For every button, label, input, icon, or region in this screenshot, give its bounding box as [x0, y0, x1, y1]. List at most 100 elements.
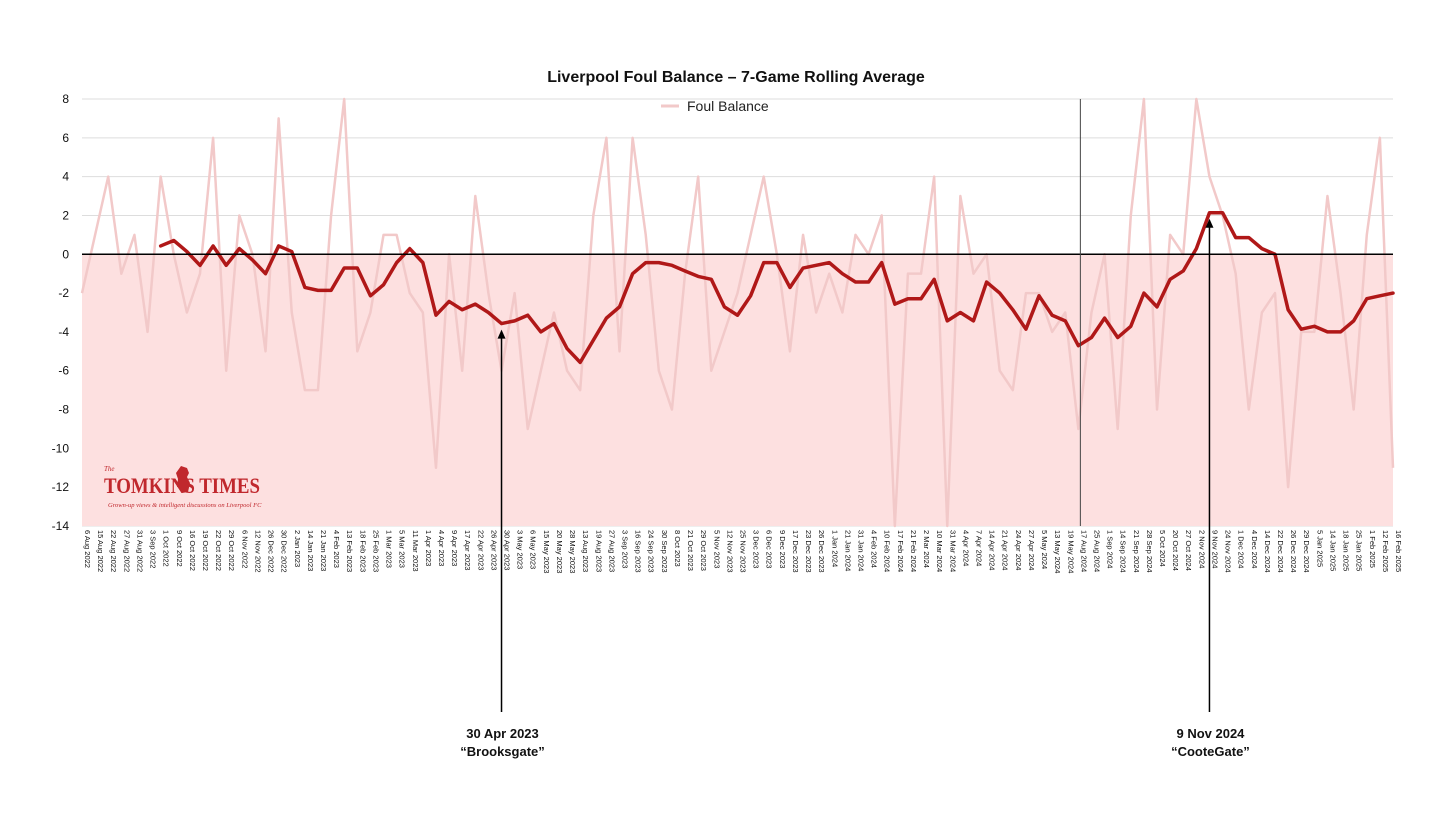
x-tick-label: 1 Jan 2024	[830, 530, 839, 567]
x-tick-label: 4 Feb 2023	[332, 530, 341, 568]
x-tick-label: 3 Sep 2023	[621, 530, 630, 568]
x-tick-label: 22 Oct 2022	[214, 530, 223, 571]
x-tick-label: 10 Mar 2024	[935, 530, 944, 572]
x-tick-label: 1 Mar 2023	[385, 530, 394, 568]
x-tick-label: 14 Jan 2023	[306, 530, 315, 571]
x-tick-label: 5 Nov 2023	[712, 530, 721, 568]
x-tick-label: 2 Nov 2024	[1197, 530, 1206, 568]
x-tick-label: 12 Nov 2022	[253, 530, 262, 573]
x-tick-label: 1 Sep 2024	[1106, 530, 1115, 568]
x-tick-label: 28 Sep 2024	[1145, 530, 1154, 573]
x-tick-label: 14 Dec 2024	[1263, 530, 1272, 573]
y-tick-labels: 8 6 4 2 0 -2 -4 -6 -8 -10 -12 -14	[52, 92, 70, 533]
chart-title: Liverpool Foul Balance – 7-Game Rolling …	[547, 69, 925, 86]
x-tick-label: 25 Jan 2025	[1355, 530, 1364, 571]
x-tick-label: 19 May 2024	[1066, 530, 1075, 573]
x-tick-label: 19 Aug 2023	[594, 530, 603, 572]
x-tick-label: 21 Oct 2023	[686, 530, 695, 571]
x-tick-label: 27 Oct 2024	[1184, 530, 1193, 571]
negative-area-fill	[82, 254, 1393, 527]
x-tick-label: 6 Aug 2022	[83, 530, 92, 568]
x-tick-label: 2 Jan 2023	[293, 530, 302, 567]
x-tick-label: 16 Feb 2025	[1394, 530, 1403, 572]
x-tick-label: 15 May 2023	[542, 530, 551, 573]
y-tick-label: 2	[62, 208, 69, 222]
liverbird-icon	[176, 466, 190, 493]
y-tick-label: 0	[62, 247, 69, 261]
x-tick-label: 5 Oct 2024	[1158, 530, 1167, 567]
x-tick-label: 30 Apr 2023	[503, 530, 512, 570]
x-tick-label: 24 Sep 2023	[647, 530, 656, 573]
x-tick-labels: 6 Aug 2022 15 Aug 2022 22 Aug 2022 27 Aug 2…	[83, 530, 1403, 573]
annotations: 30 Apr 2023 “Brooksgate” 9 Nov 2024 “CooteG…	[460, 218, 1250, 759]
x-tick-label: 22 Dec 2024	[1276, 530, 1285, 573]
x-tick-label: 24 Nov 2024	[1224, 530, 1233, 573]
annotation-arrow-head	[497, 329, 506, 339]
x-tick-label: 14 Sep 2024	[1119, 530, 1128, 573]
x-tick-label: 6 May 2023	[529, 530, 538, 569]
x-tick-label: 17 Dec 2023	[791, 530, 800, 573]
annotation-date-label: 30 Apr 2023	[466, 726, 539, 741]
x-tick-label: 12 Feb 2025	[1381, 530, 1390, 572]
y-tick-label: -14	[52, 519, 70, 533]
logo: The TOMKINS TIMES Grown-up views & intel…	[104, 465, 262, 509]
x-tick-label: 23 Dec 2023	[804, 530, 813, 573]
x-tick-label: 4 Apr 2023	[437, 530, 446, 566]
x-tick-label: 18 Jan 2025	[1342, 530, 1351, 571]
x-tick-label: 5 Mar 2023	[398, 530, 407, 568]
axes	[82, 99, 1393, 526]
x-tick-label: 12 Nov 2023	[725, 530, 734, 573]
x-tick-label: 7 Apr 2024	[974, 530, 983, 566]
x-tick-label: 31 Jan 2024	[856, 530, 865, 571]
y-tick-label: 6	[62, 131, 69, 145]
x-tick-label: 27 Aug 2022	[122, 530, 131, 572]
x-tick-label: 26 Dec 2022	[267, 530, 276, 573]
x-tick-label: 21 Jan 2023	[319, 530, 328, 571]
y-tick-label: 4	[62, 170, 69, 184]
x-tick-label: 9 Oct 2022	[175, 530, 184, 567]
x-tick-label: 13 Feb 2023	[345, 530, 354, 572]
x-tick-label: 1 Apr 2023	[424, 530, 433, 566]
x-tick-label: 29 Dec 2024	[1302, 530, 1311, 573]
x-tick-label: 21 Sep 2024	[1132, 530, 1141, 573]
x-tick-label: 20 May 2023	[555, 530, 564, 573]
x-tick-label: 31 Aug 2022	[135, 530, 144, 572]
x-tick-label: 3 Dec 2023	[752, 530, 761, 568]
y-tick-label: -10	[52, 441, 70, 455]
x-tick-label: 29 Oct 2022	[227, 530, 236, 571]
y-tick-label: -2	[58, 286, 69, 300]
x-tick-label: 17 Feb 2024	[896, 530, 905, 572]
y-tick-label: -4	[58, 325, 69, 339]
x-tick-label: 18 Feb 2023	[358, 530, 367, 572]
logo-the: The	[104, 465, 115, 473]
x-tick-label: 27 Aug 2023	[607, 530, 616, 572]
x-tick-label: 11 Mar 2023	[411, 530, 420, 572]
x-tick-label: 25 Feb 2023	[371, 530, 380, 572]
annotation-date-label: 9 Nov 2024	[1176, 726, 1245, 741]
x-tick-label: 4 Dec 2024	[1250, 530, 1259, 568]
x-tick-label: 10 Feb 2024	[883, 530, 892, 572]
x-tick-label: 21 Apr 2024	[1001, 530, 1010, 570]
x-tick-label: 30 Sep 2023	[660, 530, 669, 573]
x-tick-label: 17 Aug 2024	[1079, 530, 1088, 572]
y-tick-label: 8	[62, 92, 69, 106]
x-tick-label: 4 Feb 2024	[870, 530, 879, 568]
x-tick-label: 20 Oct 2024	[1171, 530, 1180, 571]
x-tick-label: 2 Mar 2024	[922, 530, 931, 568]
x-tick-label: 9 Nov 2024	[1210, 530, 1219, 568]
x-tick-label: 22 Apr 2023	[476, 530, 485, 570]
x-tick-label: 8 Oct 2023	[673, 530, 682, 567]
x-tick-label: 14 Apr 2024	[988, 530, 997, 570]
x-tick-label: 29 Oct 2023	[699, 530, 708, 571]
x-tick-label: 1 Dec 2024	[1237, 530, 1246, 568]
x-tick-label: 26 Dec 2024	[1289, 530, 1298, 573]
series-raw-foul-balance	[80, 97, 1395, 528]
negative-region	[82, 254, 1393, 527]
x-tick-label: 21 Jan 2024	[843, 530, 852, 571]
legend-label-foul-balance: Foul Balance	[687, 98, 769, 114]
x-tick-label: 17 Apr 2023	[463, 530, 472, 570]
x-tick-label: 24 Apr 2024	[1014, 530, 1023, 570]
x-tick-label: 28 May 2023	[568, 530, 577, 573]
x-tick-label: 27 Apr 2024	[1027, 530, 1036, 570]
